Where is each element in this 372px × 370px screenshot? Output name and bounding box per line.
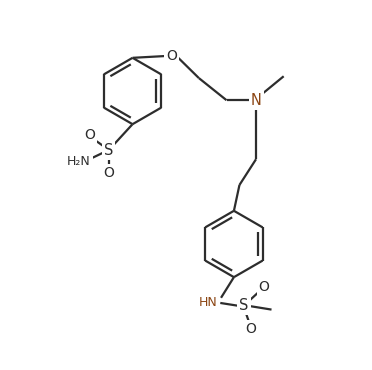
Text: N: N: [251, 93, 262, 108]
Text: S: S: [104, 143, 113, 158]
Text: O: O: [166, 49, 177, 63]
Text: O: O: [103, 166, 114, 180]
Text: H₂N: H₂N: [67, 155, 91, 168]
Text: HN: HN: [199, 296, 217, 309]
Text: O: O: [245, 322, 256, 336]
Text: O: O: [84, 128, 95, 142]
Text: S: S: [239, 298, 248, 313]
Text: O: O: [259, 280, 270, 294]
